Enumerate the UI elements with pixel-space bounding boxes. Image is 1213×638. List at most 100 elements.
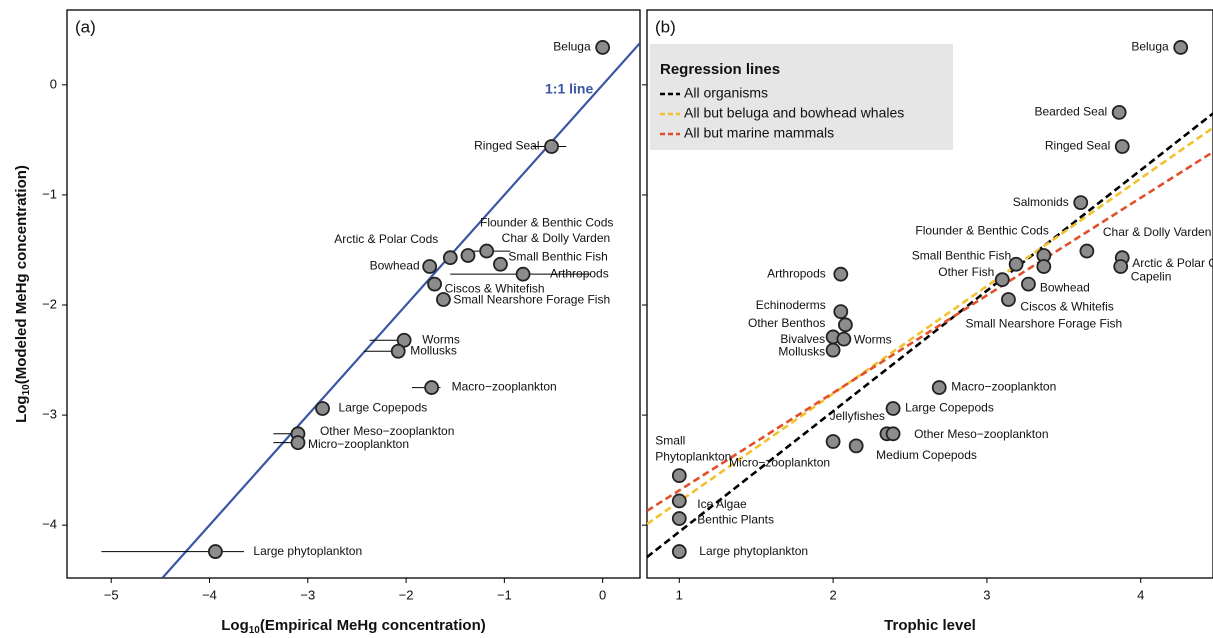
- point-label: Ciscos & Whitefish: [445, 281, 545, 295]
- plot-frame: [66, 9, 641, 579]
- point-label: Other Benthos: [748, 316, 825, 330]
- data-point: [390, 343, 406, 359]
- plot-frame: [646, 9, 1213, 579]
- legend-label: All but marine mammals: [684, 125, 834, 141]
- point-label: Bowhead: [370, 259, 420, 273]
- point-label: Arctic & Polar Cods: [1132, 256, 1213, 270]
- data-point: [424, 380, 440, 395]
- point-label: Other Meso−zooplankton: [320, 424, 454, 438]
- data-point: [885, 401, 901, 416]
- y-axis-title-part: Log: [13, 395, 30, 423]
- point-label: Beluga: [553, 40, 591, 54]
- point-label: Small Benthic Fish: [912, 248, 1011, 262]
- point-label: Large Copepods: [339, 401, 428, 415]
- y-axis-title: Log10(Modeled MeHg concentration): [13, 165, 32, 423]
- point-label: Small Nearshore Forage Fish: [965, 317, 1122, 331]
- x-tick-label: −4: [202, 587, 217, 602]
- y-tick-label: −4: [42, 517, 57, 532]
- data-point: [838, 317, 853, 333]
- reference-line: [161, 42, 640, 578]
- point-label: Echinoderms: [756, 298, 826, 312]
- point-label-line: Small: [655, 434, 685, 448]
- data-point: [836, 331, 852, 347]
- y-axis-title-part: (Modeled MeHg concentration): [13, 165, 30, 384]
- panel-label: (a): [75, 17, 96, 36]
- x-axis-title-part: (Empirical MeHg concentration): [260, 617, 486, 634]
- x-tick-label: −3: [300, 587, 315, 602]
- x-axis-title: Log10(Empirical MeHg concentration): [221, 617, 486, 636]
- x-tick-label: −5: [104, 587, 119, 602]
- point-label: Jellyfishes: [830, 409, 885, 423]
- point-label: Ringed Seal: [474, 139, 539, 153]
- data-point: [1114, 139, 1130, 154]
- point-label: Flounder & Benthic Cods: [480, 216, 613, 230]
- point-label: Beluga: [1131, 40, 1169, 54]
- data-point: [1001, 292, 1016, 307]
- data-point: [208, 544, 223, 559]
- x-tick-label: 2: [829, 587, 836, 602]
- data-point: [671, 493, 687, 509]
- y-tick-label: −2: [42, 296, 57, 311]
- data-point: [479, 243, 495, 259]
- data-point: [885, 426, 901, 442]
- point-label: Worms: [854, 332, 892, 346]
- point-label: Micro−zooplankton: [308, 437, 409, 451]
- point-label: Other Fish: [938, 265, 994, 279]
- x-axis-title: Trophic level: [884, 617, 976, 634]
- point-label: Flounder & Benthic Cods: [915, 224, 1048, 238]
- data-point: [825, 342, 841, 358]
- point-label: Mollusks: [778, 344, 825, 358]
- data-point: [493, 256, 508, 272]
- panel-label: (b): [655, 17, 676, 36]
- reference-line-label: 1:1 line: [545, 81, 593, 97]
- x-tick-label: −1: [497, 587, 512, 602]
- data-point: [396, 332, 412, 348]
- data-point: [931, 380, 947, 395]
- data-point: [671, 511, 687, 526]
- data-point: [1036, 259, 1052, 274]
- x-axis-title-sub: 10: [249, 625, 261, 636]
- data-point: [1113, 259, 1129, 274]
- data-point: [436, 292, 451, 307]
- point-label: Large phytoplankton: [253, 544, 362, 558]
- legend-label: All but beluga and bowhead whales: [684, 105, 904, 121]
- point-label: Worms: [422, 332, 460, 346]
- legend-title: Regression lines: [660, 61, 780, 78]
- point-label: Small Nearshore Forage Fish: [453, 293, 610, 307]
- data-point: [515, 266, 531, 282]
- data-point: [825, 434, 841, 449]
- data-point: [595, 40, 611, 55]
- y-axis-title-sub: 10: [21, 384, 32, 396]
- point-label: Macro−zooplankton: [951, 380, 1056, 394]
- data-point: [1079, 243, 1095, 259]
- regression-line: [647, 126, 1213, 526]
- data-point: [994, 272, 1010, 288]
- point-label: Ice Algae: [697, 497, 747, 511]
- point-label: Char & Dolly Varden: [502, 231, 610, 245]
- data-point: [833, 304, 849, 320]
- data-point: [1021, 276, 1036, 292]
- point-label: Salmonids: [1013, 195, 1069, 209]
- data-point: [290, 435, 306, 451]
- point-label: Ringed Seal: [1045, 139, 1110, 153]
- x-tick-label: 3: [983, 587, 990, 602]
- data-point: [442, 250, 458, 266]
- point-label: Benthic Plants: [697, 513, 774, 527]
- data-point: [833, 266, 849, 282]
- data-point: [1008, 256, 1024, 272]
- x-axis-title-part: Log: [221, 617, 249, 634]
- point-label: Char & Dolly Varden: [1103, 225, 1212, 239]
- data-point: [1073, 195, 1089, 211]
- point-label: Arthropods: [767, 266, 826, 280]
- x-tick-label: 0: [599, 587, 606, 602]
- data-point: [671, 468, 687, 484]
- point-label: Large Copepods: [905, 401, 994, 415]
- point-label: Other Meso−zooplankton: [914, 427, 1048, 441]
- data-point: [422, 259, 438, 274]
- y-tick-label: 0: [50, 76, 57, 91]
- point-label-line: Phytoplankton: [655, 450, 731, 464]
- data-point: [460, 248, 476, 263]
- point-label: Bearded Seal: [1034, 105, 1107, 119]
